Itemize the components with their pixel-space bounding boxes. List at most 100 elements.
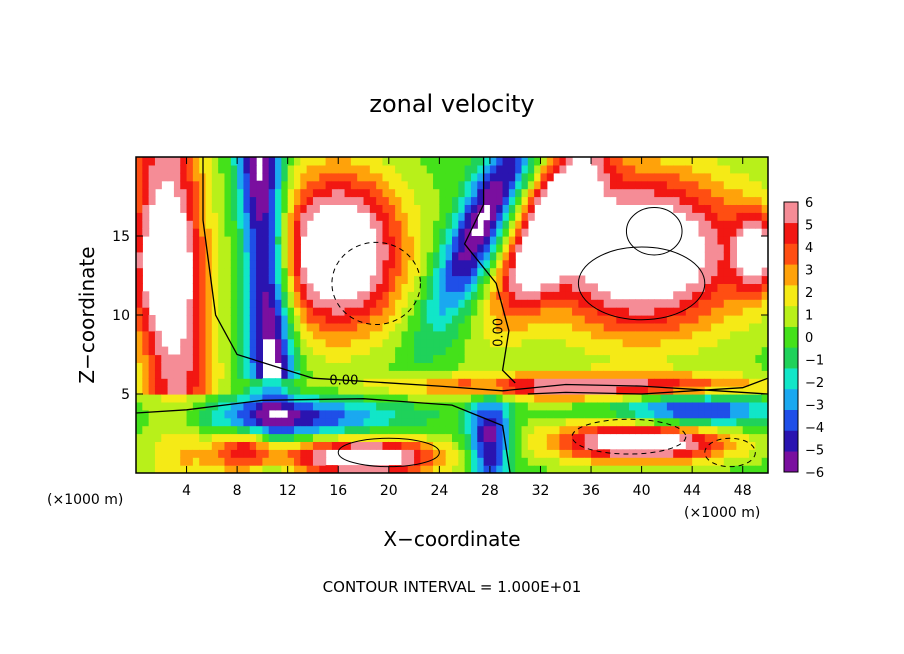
field-cell — [534, 362, 542, 371]
field-cell — [496, 299, 504, 308]
field-cell — [489, 259, 497, 269]
field-cell — [281, 338, 289, 348]
field-cell — [711, 157, 719, 166]
field-cell — [312, 441, 320, 450]
field-cell — [306, 409, 314, 419]
field-cell — [268, 378, 276, 387]
chart-title: zonal velocity — [369, 90, 534, 118]
field-cell — [192, 291, 200, 300]
field-cell — [262, 259, 270, 269]
field-cell — [331, 378, 339, 387]
field-cell — [148, 465, 156, 473]
field-cell — [717, 180, 725, 190]
field-cell — [603, 299, 611, 308]
field-cell — [723, 307, 731, 316]
field-cell — [534, 164, 542, 174]
field-cell — [685, 346, 693, 356]
field-cell — [521, 409, 529, 419]
field-cell — [470, 362, 478, 371]
field-cell — [458, 228, 466, 237]
field-cell — [148, 394, 156, 403]
field-cell — [205, 315, 213, 324]
field-cell — [584, 417, 592, 427]
field-cell — [180, 180, 188, 190]
field-cell — [654, 425, 662, 435]
field-cell — [414, 441, 421, 450]
field-cell — [382, 212, 390, 221]
field-cell — [426, 441, 434, 450]
field-cell — [755, 346, 763, 356]
field-cell — [584, 330, 592, 340]
field-cell — [723, 299, 731, 308]
field-cell — [616, 338, 624, 348]
field-cell — [673, 164, 681, 174]
field-cell — [452, 188, 459, 198]
field-cell — [186, 394, 194, 403]
field-cell — [350, 322, 358, 332]
field-cell — [565, 362, 573, 371]
field-cell — [224, 457, 232, 466]
field-cell — [325, 425, 333, 435]
field-cell — [445, 291, 453, 300]
field-cell — [249, 259, 257, 269]
field-cell — [502, 401, 510, 411]
field-cell — [199, 243, 207, 253]
field-cell — [161, 449, 169, 458]
field-cell — [331, 401, 339, 411]
field-cell — [350, 307, 358, 316]
field-cell — [407, 220, 415, 229]
field-cell — [489, 283, 497, 292]
field-cell — [262, 275, 270, 284]
field-cell — [401, 180, 409, 190]
field-cell — [287, 425, 295, 435]
field-cell — [192, 157, 200, 166]
field-cell — [167, 370, 175, 379]
field-cell — [559, 417, 567, 427]
field-cell — [249, 188, 257, 198]
field-cell — [249, 172, 257, 182]
field-cell — [458, 425, 466, 435]
field-cell — [452, 315, 459, 324]
field-cell — [243, 196, 251, 205]
z-unit-label: (×1000 m) — [684, 505, 760, 521]
field-cell — [553, 322, 561, 332]
field-cell — [388, 362, 396, 371]
field-cell — [572, 322, 579, 332]
field-cell — [433, 283, 440, 292]
field-cell — [237, 465, 245, 473]
field-cell — [268, 457, 276, 466]
field-cell — [717, 417, 725, 427]
field-cell — [761, 322, 768, 332]
field-cell — [382, 417, 390, 427]
field-cell — [205, 236, 213, 245]
field-cell — [300, 220, 308, 229]
field-cell — [224, 441, 232, 450]
field-cell — [755, 449, 763, 458]
field-cell — [237, 330, 245, 340]
field-cell — [186, 307, 194, 316]
field-cell — [477, 251, 485, 261]
field-cell — [401, 370, 409, 379]
field-cell — [742, 204, 750, 213]
field-cell — [218, 236, 226, 245]
field-cell — [508, 188, 516, 198]
field-cell — [559, 433, 567, 442]
field-cell — [199, 401, 207, 411]
field-cell — [325, 172, 333, 182]
field-cell — [401, 267, 409, 277]
field-cell — [584, 394, 592, 403]
field-cell — [439, 457, 447, 466]
field-cell — [597, 164, 605, 174]
field-cell — [483, 259, 491, 269]
field-cell — [350, 157, 358, 166]
field-cell — [515, 417, 523, 427]
field-cell — [704, 441, 712, 450]
field-cell — [376, 386, 384, 395]
field-cell — [755, 299, 763, 308]
field-cell — [477, 243, 485, 253]
field-cell — [388, 346, 396, 356]
colorbar-tick-label: 2 — [805, 286, 813, 301]
field-cell — [622, 417, 630, 427]
field-cell — [515, 401, 523, 411]
field-cell — [546, 449, 554, 458]
